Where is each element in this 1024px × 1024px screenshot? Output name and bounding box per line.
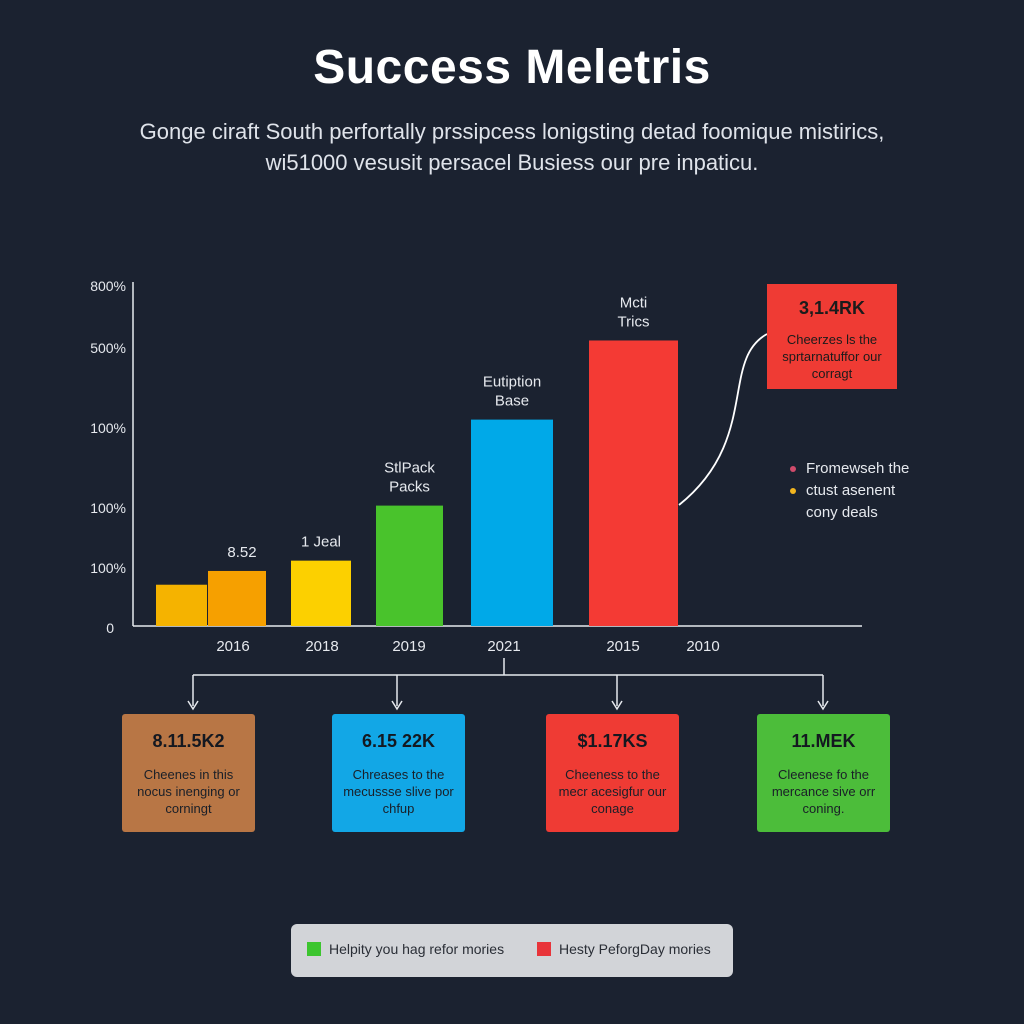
bar-label: Trics — [618, 313, 650, 330]
connector-curve — [678, 333, 768, 506]
bar-label: Mcti — [620, 294, 648, 311]
bullet-dot-1 — [790, 466, 796, 473]
subtitle-line-1: Gonge ciraft South perfortally prssipces… — [139, 119, 885, 144]
bar-label: StlPack — [384, 460, 435, 477]
metric-description: Cheeness to the mecr acesigfur our conag… — [558, 767, 667, 816]
bar — [589, 340, 678, 626]
callout-description: Cheerzes ls the sprtarnatuffor our corra… — [782, 332, 882, 381]
chart-title: Success Meletris — [313, 41, 711, 94]
bar-label: Base — [495, 393, 529, 410]
legend: Helpity you hag refor mories Hesty Pefor… — [291, 924, 733, 977]
legend-swatch — [307, 942, 321, 956]
metric-value: $1.17KS — [577, 731, 648, 751]
metric-box-1: 8.11.5K2 Cheenes in this nocus inenging … — [122, 714, 255, 832]
x-tick-label: 2010 — [686, 638, 719, 655]
y-tick-label: 100% — [90, 560, 126, 576]
y-tick-label: 0 — [106, 620, 114, 636]
bar — [376, 505, 443, 626]
bar-label: 8.52 — [227, 544, 256, 561]
arrow-head-icon — [817, 700, 829, 711]
metric-box-4: 11.MEK Cleenese fo the mercance sive orr… — [757, 714, 890, 832]
arrow-head-icon — [187, 700, 199, 711]
bar — [471, 419, 553, 626]
arrow-head-icon — [391, 700, 403, 711]
metric-value: 11.MEK — [791, 731, 856, 751]
bar — [208, 570, 266, 626]
chart-subtitle: Gonge ciraft South perfortally prssipces… — [112, 116, 912, 178]
side-note-row: Fromewseh the — [790, 458, 909, 480]
bar — [291, 560, 351, 626]
metric-box-3: $1.17KS Cheeness to the mecr acesigfur o… — [546, 714, 679, 832]
x-tick-label: 2021 — [487, 638, 520, 655]
bar-label: Eutiption — [483, 374, 541, 391]
arrow-head-icon — [611, 700, 623, 711]
legend-swatch — [537, 942, 551, 956]
legend-label: Helpity you hag refor mories — [329, 941, 505, 957]
bar-label: Packs — [389, 479, 430, 496]
metric-description: Chreases to the mecussse slive por chfup — [343, 767, 454, 816]
subtitle-line-2: wi51000 vesusit persacel Busiess our pre… — [265, 150, 759, 175]
metric-description: Cleenese fo the mercance sive orr coning… — [771, 767, 876, 816]
callout-box: 3,1.4RK Cheerzes ls the sprtarnatuffor o… — [767, 284, 897, 389]
metric-value: 6.15 22K — [361, 731, 436, 751]
x-tick-label: 2018 — [305, 638, 338, 655]
y-tick-label: 100% — [90, 500, 126, 516]
side-note-text: ctust asenent — [806, 482, 896, 499]
y-tick-label: 100% — [90, 420, 126, 436]
x-tick-label: 2019 — [392, 638, 425, 655]
y-tick-label: 500% — [90, 340, 126, 356]
x-tick-label: 2016 — [216, 638, 249, 655]
metric-description: Cheenes in this nocus inenging or cornin… — [137, 767, 240, 816]
metric-box-2: 6.15 22K Chreases to the mecussse slive … — [332, 714, 465, 832]
y-tick-label: 800% — [90, 278, 126, 294]
side-note-text: Fromewseh the — [806, 460, 910, 477]
metric-value: 8.11.5K2 — [152, 731, 225, 751]
legend-item-2: Hesty PeforgDay mories — [537, 941, 711, 957]
side-note-row: cony deals — [790, 502, 909, 524]
bar-label: 1 Jeal — [301, 534, 341, 551]
bullet-dot-2 — [790, 488, 796, 495]
legend-item-1: Helpity you hag refor mories — [307, 941, 504, 957]
bar — [156, 584, 207, 626]
side-note: Fromewseh the ctust asenent cony deals — [790, 458, 909, 524]
side-note-text: cony deals — [806, 504, 878, 521]
legend-label: Hesty PeforgDay mories — [559, 941, 711, 957]
callout-value: 3,1.4RK — [798, 298, 866, 318]
side-note-row: ctust asenent — [790, 480, 909, 502]
x-tick-label: 2015 — [606, 638, 639, 655]
